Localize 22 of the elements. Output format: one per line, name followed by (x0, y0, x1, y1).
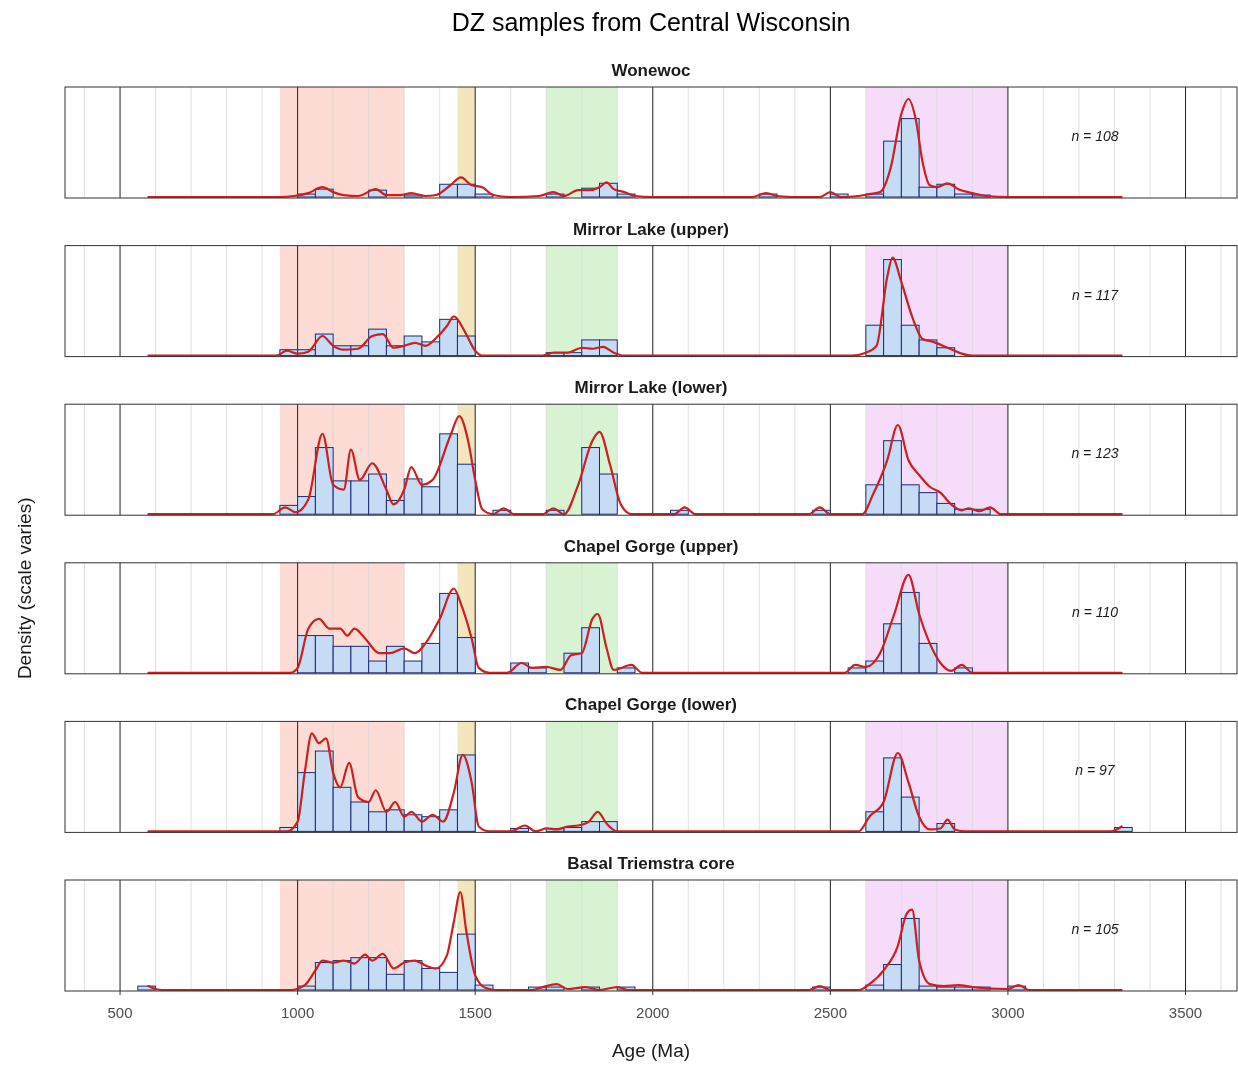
chart-title: DZ samples from Central Wisconsin (451, 8, 851, 36)
x-tick-label: 1000 (280, 1004, 315, 1021)
x-tick-label: 2000 (636, 1004, 670, 1021)
y-axis-title: Density (scale varies) (14, 497, 35, 680)
annotation: n = 117 (1071, 286, 1120, 303)
annotation: n = 110 (1071, 603, 1119, 620)
annotation: n = 97 (1075, 762, 1116, 779)
annotation: n = 108 (1071, 128, 1119, 144)
x-tick-label: 2500 (813, 1004, 848, 1021)
chart-subtitle: Mirror Lake (lower) (574, 378, 728, 398)
x-tick-label: 3500 (1168, 1004, 1203, 1021)
x-tick-label: 3000 (991, 1004, 1025, 1021)
annotation: n = 123 (1071, 445, 1119, 462)
chart-subtitle: Wonewoc (611, 61, 691, 80)
x-tick-label: 500 (107, 1004, 133, 1021)
annotation: n = 105 (1071, 921, 1119, 937)
x-axis-title: Age (Ma) (611, 1040, 691, 1061)
chart-subtitle: Chapel Gorge (lower) (565, 695, 737, 715)
chart-subtitle: Chapel Gorge (upper) (563, 536, 739, 556)
chart-subtitle: Mirror Lake (upper) (573, 219, 729, 239)
x-tick-label: 1500 (458, 1004, 492, 1021)
chart-subtitle: Basal Triemstra core (567, 854, 735, 873)
